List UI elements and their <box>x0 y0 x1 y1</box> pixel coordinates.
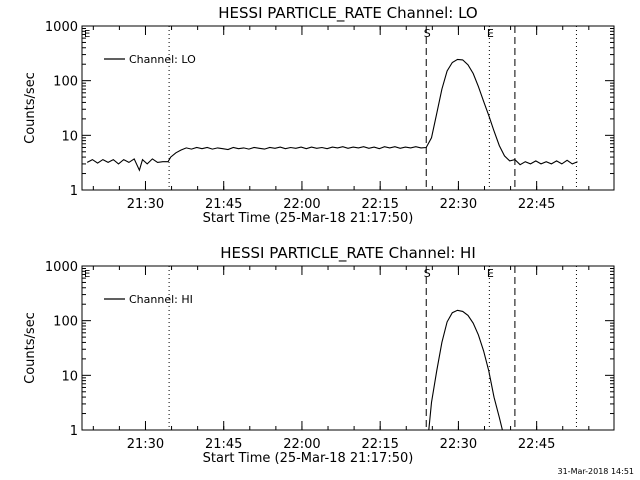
x-tick-label: 22:00 <box>283 197 320 212</box>
x-tick-label: 22:00 <box>283 437 320 452</box>
marker-label-e: E <box>487 27 494 40</box>
x-tick-label: 22:45 <box>518 437 555 452</box>
corner-marker-label: E <box>84 29 90 40</box>
y-tick-label: 100 <box>53 75 78 90</box>
corner-marker-label: E <box>84 269 90 280</box>
x-tick-label: 21:45 <box>205 437 242 452</box>
x-axis-label-lo: Start Time (25-Mar-18 21:17:50) <box>203 211 414 226</box>
y-tick-label: 100 <box>53 315 78 330</box>
y-axis-label-lo: Counts/sec <box>23 72 38 144</box>
y-tick-label: 1000 <box>45 20 78 35</box>
series-line-hi <box>428 309 503 431</box>
x-tick-label: 21:30 <box>127 197 164 212</box>
panel-hi: HESSI PARTICLE_RATE Channel: HI 1 10 100 100… <box>23 244 615 466</box>
y-tick-label: 1 <box>70 184 78 199</box>
panel-lo: HESSI PARTICLE_RATE Channel: LO 1 10 100 100… <box>23 4 615 226</box>
x-axis-label-hi: Start Time (25-Mar-18 21:17:50) <box>203 451 414 466</box>
x-tick-label: 22:15 <box>361 197 398 212</box>
x-tick-label: 22:30 <box>440 197 477 212</box>
x-tick-label: 22:30 <box>440 437 477 452</box>
legend-label-hi: Channel: HI <box>129 293 193 306</box>
y-tick-label: 10 <box>61 369 78 384</box>
y-tick-label: 1 <box>70 424 78 439</box>
y-tick-label: 10 <box>61 129 78 144</box>
plot-timestamp: 31-Mar-2018 14:51 <box>557 467 635 476</box>
y-axis-label-hi: Counts/sec <box>23 312 38 384</box>
x-tick-label: 22:45 <box>518 197 555 212</box>
plot-frame-lo <box>81 25 615 191</box>
x-tick-label: 22:15 <box>361 437 398 452</box>
legend-label-lo: Channel: LO <box>129 53 196 66</box>
y-tick-label: 1000 <box>45 260 78 275</box>
series-line-lo <box>86 58 578 172</box>
x-tick-label: 21:45 <box>205 197 242 212</box>
marker-label-s: S <box>424 267 431 280</box>
x-tick-label: 21:30 <box>127 437 164 452</box>
marker-label-e: E <box>487 267 494 280</box>
marker-label-s: S <box>424 27 431 40</box>
chart-title-lo: HESSI PARTICLE_RATE Channel: LO <box>218 4 477 23</box>
plot-frame-hi <box>81 265 615 431</box>
chart-title-hi: HESSI PARTICLE_RATE Channel: HI <box>220 244 476 263</box>
